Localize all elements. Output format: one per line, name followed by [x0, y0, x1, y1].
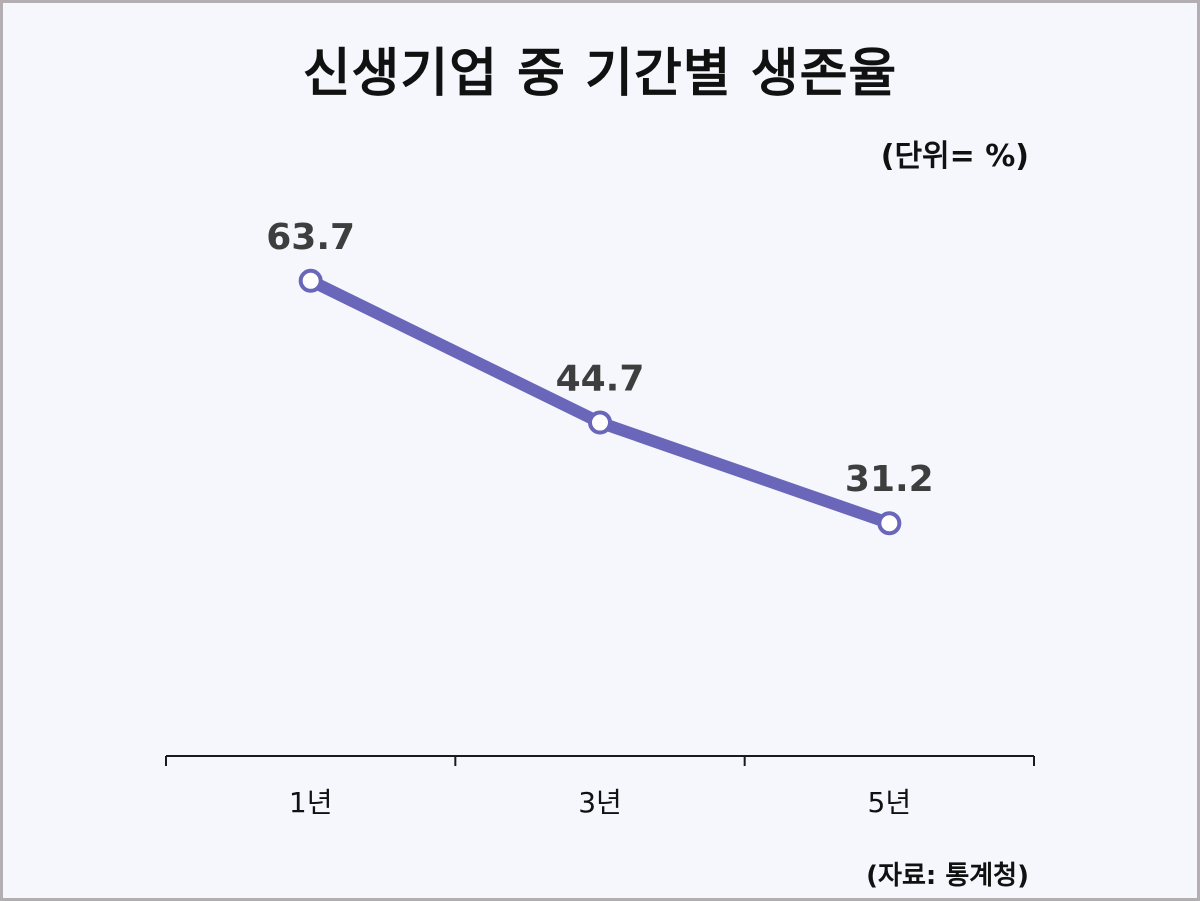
data-labels: 63.7 44.7 31.2 [266, 217, 933, 500]
data-label: 63.7 [266, 217, 355, 258]
data-point [298, 268, 323, 293]
data-label: 31.2 [845, 459, 934, 500]
chart-frame: 신생기업 중 기간별 생존율 (단위= %) (자료: 통계청) [3, 3, 1197, 898]
x-tick-label: 1년 [289, 786, 333, 819]
unit-note: (단위= %) [880, 139, 1029, 174]
x-tick-label: 3년 [578, 786, 622, 819]
source-note: (자료: 통계청) [866, 861, 1029, 891]
chart-title: 신생기업 중 기간별 생존율 [302, 44, 898, 104]
data-point [877, 511, 902, 536]
series-group [298, 268, 902, 536]
data-label: 44.7 [556, 359, 645, 400]
series-line [304, 274, 896, 530]
x-axis: 1년 3년 5년 [165, 755, 1035, 819]
x-tick-label: 5년 [868, 786, 912, 819]
data-point [588, 410, 612, 435]
